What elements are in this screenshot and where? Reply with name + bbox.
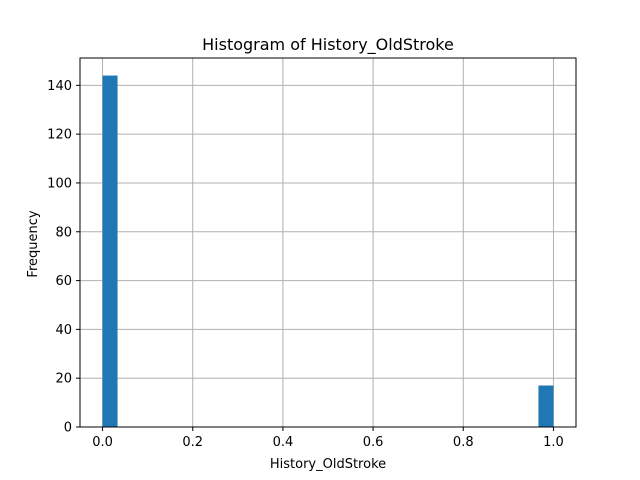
- x-tick-label: 0.4: [273, 435, 294, 450]
- plot-frame: [79, 57, 577, 428]
- y-tick-label: 80: [55, 225, 72, 240]
- x-tick-label: 1.0: [543, 435, 564, 450]
- y-tick-label: 140: [47, 79, 72, 94]
- y-tick-label: 100: [47, 176, 72, 191]
- x-tick-label: 0.6: [363, 435, 384, 450]
- histogram-bar: [102, 75, 118, 428]
- y-tick-label: 40: [55, 323, 72, 338]
- y-axis-ticks: 0 20 40 60 80 100 120 140: [47, 79, 80, 436]
- y-tick-label: 120: [47, 128, 72, 143]
- x-tick-label: 0.2: [182, 435, 203, 450]
- y-tick-label: 60: [55, 274, 72, 289]
- x-axis-label: History_OldStroke: [270, 457, 386, 472]
- y-tick-label: 20: [55, 372, 72, 387]
- histogram-bar: [538, 385, 554, 427]
- chart-title: Histogram of History_OldStroke: [202, 35, 454, 55]
- x-axis-ticks: 0.0 0.2 0.4 0.6 0.8 1.0: [92, 427, 564, 450]
- histogram-bars: [102, 75, 554, 428]
- x-tick-label: 0.0: [92, 435, 113, 450]
- y-axis-label: Frequency: [26, 210, 41, 277]
- grid-lines: [80, 58, 576, 428]
- x-tick-label: 0.8: [453, 435, 474, 450]
- y-tick-label: 0: [64, 421, 72, 436]
